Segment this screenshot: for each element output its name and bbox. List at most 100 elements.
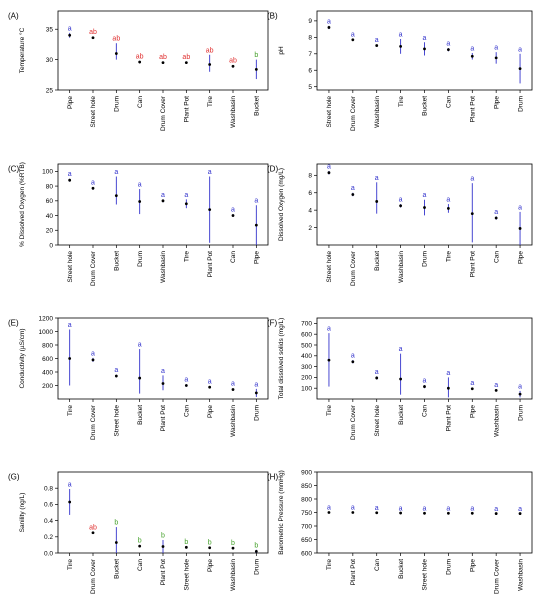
data-point [423, 206, 426, 209]
data-point [351, 360, 355, 364]
significance-letter: a [184, 377, 188, 384]
x-tick-label: Drum Cover [90, 404, 97, 440]
y-tick-label: 8 [308, 173, 312, 180]
significance-letter: a [399, 31, 403, 38]
data-point [446, 386, 450, 390]
x-tick-label: Plant Pot [160, 559, 167, 586]
x-tick-label: Pipe [469, 559, 476, 572]
data-point [446, 511, 450, 515]
x-tick-label: Plant Pot [350, 559, 357, 586]
significance-letter: a [231, 207, 235, 214]
data-point [208, 385, 212, 389]
data-point [138, 200, 142, 203]
x-tick-label: Drum Cover [350, 95, 357, 131]
significance-letter: b [161, 533, 165, 540]
significance-letter: a [494, 506, 498, 513]
panel-2: (B) pH 5 6 7 8 9 Street hole a Drum Cover a Washbas… [267, 10, 533, 131]
x-tick-label: Tire [326, 559, 333, 570]
data-point [423, 511, 426, 515]
x-tick-label: Washbasin [374, 96, 381, 128]
data-point [375, 44, 379, 47]
y-tick-label: 5 [308, 84, 312, 91]
x-tick-label: Tire [67, 559, 74, 570]
panel-title: (E) [8, 319, 19, 328]
significance-letter: a [68, 171, 72, 178]
significance-letter: a [518, 46, 522, 53]
significance-letter: a [68, 25, 72, 32]
data-point [68, 33, 72, 37]
x-tick-label: Drum Cover [350, 404, 357, 440]
data-point [399, 511, 403, 515]
significance-letter: a [399, 505, 403, 512]
data-point [327, 358, 331, 362]
significance-letter: a [114, 169, 118, 176]
y-tick-label: 0.6 [44, 502, 53, 509]
x-tick-label: Pipe [493, 96, 500, 109]
significance-letter: a [138, 342, 142, 349]
data-point [231, 64, 235, 68]
panel-3: (C)% Dissolved Oxygen (%RTB) 0 20 40 60 80 100… [8, 162, 269, 286]
y-tick-label: 650 [301, 537, 312, 544]
x-tick-label: Drum Cover [160, 95, 167, 131]
y-tick-label: 2 [308, 225, 312, 232]
significance-letter: a [399, 197, 403, 204]
y-tick-label: 900 [301, 469, 312, 476]
plot-frame [57, 10, 269, 91]
y-tick-label: 35 [46, 27, 54, 34]
x-tick-label: Drum Cover [90, 250, 97, 286]
data-point [114, 541, 118, 544]
data-point [518, 512, 522, 515]
x-tick-label: Washbasin [230, 405, 237, 437]
data-point [423, 47, 426, 51]
data-point [446, 207, 450, 210]
y-axis-label: pH [278, 46, 285, 55]
x-tick-label: Tire [446, 251, 453, 262]
significance-letter: a [138, 182, 142, 189]
significance-letter: b [254, 52, 258, 59]
x-tick-label: Can [422, 405, 429, 417]
data-point [254, 223, 258, 227]
y-tick-label: 600 [301, 332, 312, 339]
x-tick-label: Pipe [67, 96, 74, 109]
significance-letter: a [470, 176, 474, 183]
y-tick-label: 100 [42, 169, 53, 176]
significance-letter: a [494, 209, 498, 216]
x-tick-label: Tire [184, 251, 191, 262]
x-tick-label: Street hole [422, 559, 429, 591]
x-tick-label: Drum [254, 559, 261, 575]
significance-letter: a [375, 37, 379, 44]
panel-title: (D) [267, 165, 278, 174]
data-point [254, 391, 258, 395]
x-tick-label: Can [446, 96, 453, 108]
data-point [351, 38, 355, 42]
data-point [161, 545, 165, 548]
x-tick-label: Bucket [114, 559, 121, 579]
data-point [375, 511, 379, 515]
y-tick-label: 7 [308, 51, 312, 58]
significance-letter: b [138, 537, 142, 544]
significance-letter: a [68, 322, 72, 329]
y-tick-label: 60 [46, 198, 54, 205]
significance-letter: ab [206, 47, 214, 54]
x-tick-label: Drum [137, 251, 144, 267]
significance-letter: b [208, 539, 212, 546]
significance-letter: a [351, 505, 355, 512]
x-tick-label: Pipe [517, 251, 524, 264]
x-tick-label: Drum [446, 559, 453, 575]
data-point [518, 227, 522, 230]
x-tick-label: Pipe [469, 405, 476, 418]
significance-letter: a [518, 383, 522, 390]
significance-letter: a [327, 505, 331, 512]
data-point [399, 44, 403, 48]
y-tick-label: 6 [308, 190, 312, 197]
x-tick-label: Bucket [422, 96, 429, 116]
x-tick-label: Street hole [184, 559, 191, 591]
y-tick-label: 600 [42, 356, 53, 363]
significance-letter: b [114, 520, 118, 527]
data-point [470, 212, 474, 216]
data-point [351, 511, 355, 514]
data-point [91, 531, 95, 535]
x-tick-label: Plant Pot [184, 96, 191, 123]
data-point [208, 63, 212, 66]
x-tick-label: Tire [67, 405, 74, 416]
